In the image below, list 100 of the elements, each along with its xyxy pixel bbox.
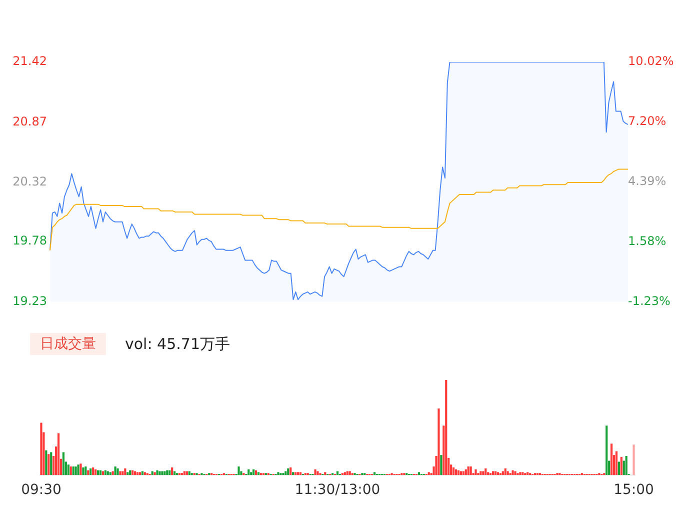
bar bbox=[87, 470, 90, 475]
bar bbox=[166, 470, 168, 475]
text: 日成交量 bbox=[30, 333, 106, 355]
bar bbox=[254, 470, 258, 475]
bar bbox=[70, 466, 72, 475]
bar bbox=[168, 470, 171, 475]
y-tick-label: 20.87 bbox=[12, 114, 47, 128]
bar bbox=[344, 472, 346, 475]
bar bbox=[122, 471, 124, 475]
bar bbox=[467, 466, 470, 475]
bar bbox=[151, 471, 154, 475]
bar bbox=[90, 468, 92, 475]
bar bbox=[62, 452, 65, 475]
bar bbox=[48, 454, 50, 475]
bar bbox=[72, 466, 74, 475]
bar bbox=[296, 472, 300, 475]
bar bbox=[188, 471, 190, 475]
bar bbox=[445, 380, 448, 475]
bar bbox=[615, 451, 618, 475]
bar bbox=[457, 470, 460, 475]
bar bbox=[114, 466, 116, 475]
bar bbox=[287, 468, 290, 475]
y2-tick-label: 1.58% bbox=[628, 234, 666, 248]
bar bbox=[104, 470, 106, 475]
bar bbox=[134, 471, 136, 475]
bar bbox=[161, 471, 164, 475]
bar bbox=[183, 471, 186, 475]
bar bbox=[519, 472, 522, 475]
bar bbox=[418, 472, 420, 475]
bar bbox=[238, 466, 240, 475]
bar bbox=[316, 471, 319, 475]
bar bbox=[526, 472, 529, 475]
y-tick-label: 21.42 bbox=[12, 54, 47, 68]
bar bbox=[82, 467, 84, 475]
bar bbox=[99, 470, 102, 475]
bar bbox=[248, 469, 250, 475]
bar bbox=[141, 471, 144, 475]
bar bbox=[294, 472, 297, 475]
bar bbox=[438, 408, 440, 475]
bar bbox=[462, 471, 464, 475]
bar bbox=[324, 472, 326, 475]
bar bbox=[484, 468, 487, 475]
bar bbox=[610, 444, 613, 475]
bar bbox=[504, 468, 506, 475]
bar bbox=[74, 466, 77, 475]
bar bbox=[620, 456, 622, 475]
y-tick-label: 19.78 bbox=[12, 234, 47, 248]
bar bbox=[124, 468, 126, 475]
bar bbox=[50, 452, 52, 475]
bar bbox=[454, 469, 458, 475]
bar bbox=[156, 470, 158, 475]
bar bbox=[514, 471, 516, 475]
bar bbox=[174, 471, 176, 475]
bar bbox=[144, 472, 146, 475]
y-tick-label: 20.32 bbox=[12, 174, 47, 189]
bar bbox=[290, 467, 292, 475]
bar bbox=[67, 464, 70, 475]
bar bbox=[136, 472, 139, 475]
bar bbox=[625, 456, 628, 475]
bar bbox=[126, 472, 129, 475]
bar bbox=[346, 471, 348, 475]
bar bbox=[57, 433, 60, 475]
bar bbox=[252, 469, 255, 475]
bar bbox=[132, 470, 134, 475]
bar bbox=[606, 426, 608, 475]
bar bbox=[480, 471, 482, 475]
bar bbox=[512, 470, 514, 475]
bar bbox=[40, 422, 42, 475]
y-tick-label: 19.23 bbox=[12, 294, 47, 308]
bar bbox=[373, 472, 376, 475]
bar bbox=[92, 467, 94, 475]
bar bbox=[129, 470, 132, 475]
bar bbox=[336, 471, 339, 475]
y2-tick-label: 4.39% bbox=[628, 174, 666, 188]
bar bbox=[84, 466, 87, 475]
bar bbox=[314, 469, 316, 475]
bar bbox=[277, 472, 280, 475]
bar bbox=[257, 472, 260, 475]
x-tick-label: 15:00 bbox=[614, 482, 654, 498]
bar bbox=[618, 462, 620, 475]
bar bbox=[470, 466, 472, 475]
bar bbox=[116, 468, 119, 475]
bar bbox=[164, 471, 166, 475]
bar bbox=[106, 471, 109, 475]
bar bbox=[80, 464, 82, 475]
bar bbox=[158, 471, 161, 475]
bar bbox=[109, 472, 112, 475]
bar bbox=[154, 472, 156, 475]
bar bbox=[299, 472, 302, 475]
bar bbox=[632, 444, 635, 475]
bar bbox=[502, 471, 504, 475]
y2-tick-label: 10.02% bbox=[628, 54, 674, 68]
bar bbox=[119, 471, 122, 475]
bar bbox=[492, 471, 494, 475]
bar bbox=[522, 472, 524, 475]
bar bbox=[460, 471, 462, 475]
bar bbox=[487, 472, 490, 475]
bar bbox=[452, 467, 455, 475]
y2-tick-label: -1.23% bbox=[628, 294, 670, 308]
bar bbox=[284, 471, 287, 475]
